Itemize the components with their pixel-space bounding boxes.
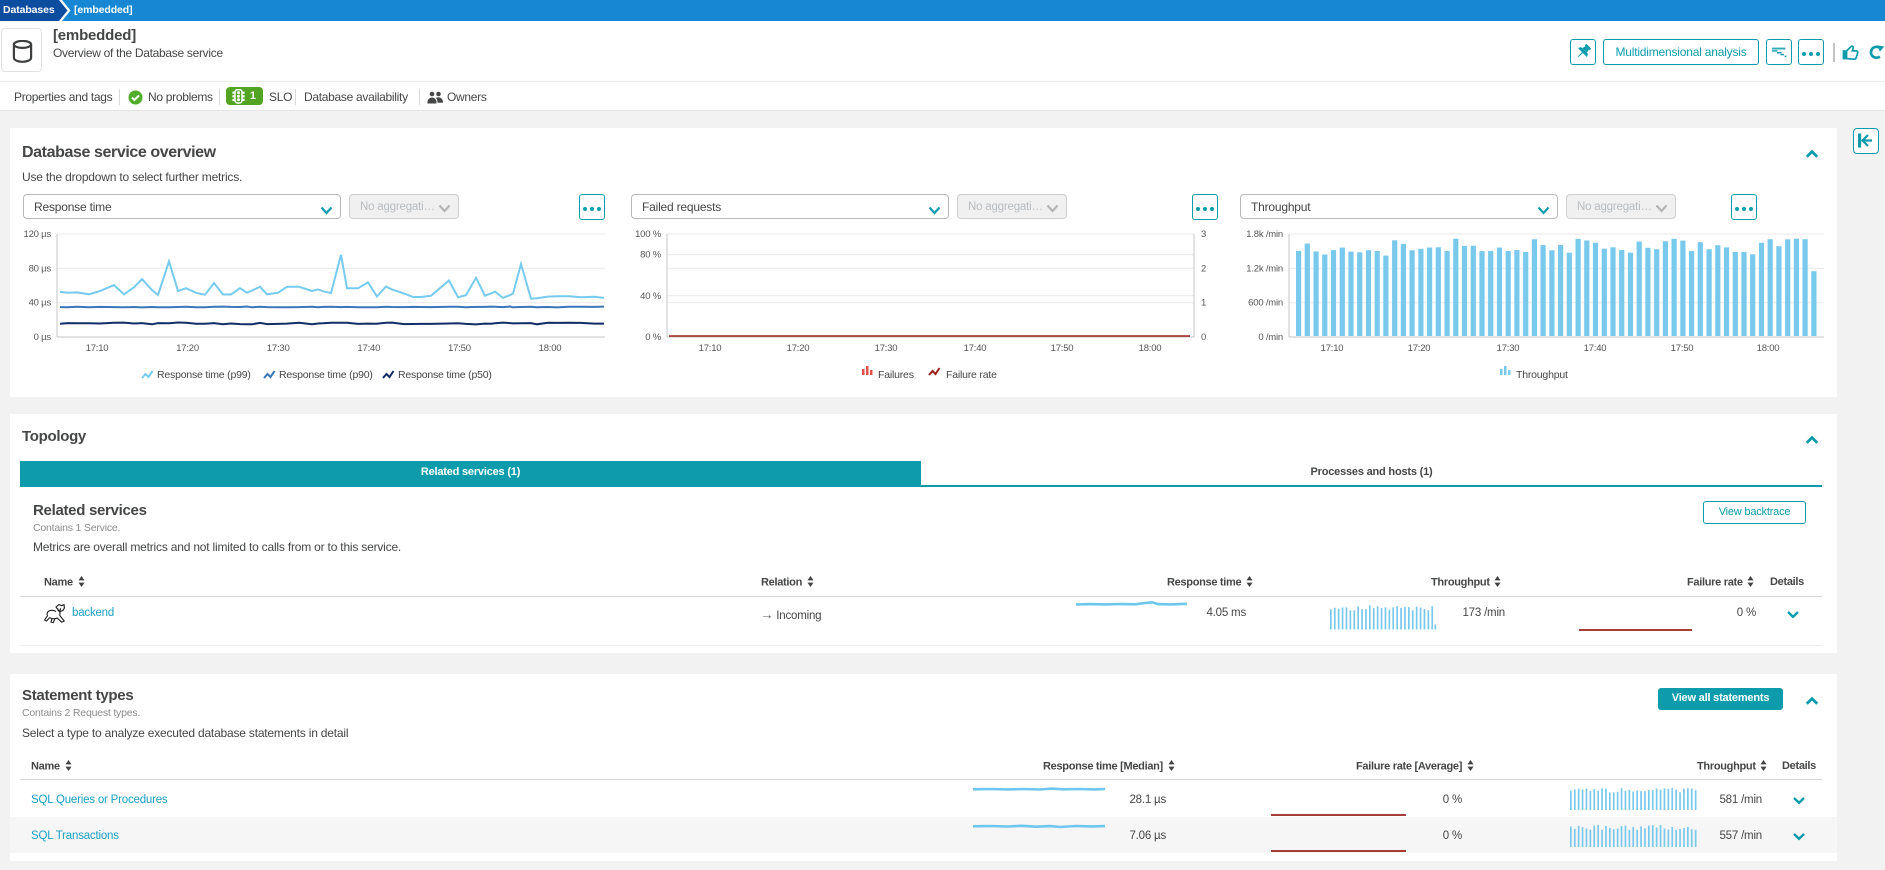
svg-text:17:50: 17:50: [448, 343, 471, 354]
svg-text:17:10: 17:10: [1321, 343, 1344, 354]
svg-text:1.2k /min: 1.2k /min: [1246, 263, 1283, 274]
svg-text:1: 1: [1201, 298, 1206, 309]
svg-text:80 µs: 80 µs: [29, 263, 52, 274]
svg-text:Failures: Failures: [878, 369, 914, 381]
svg-text:17:40: 17:40: [1584, 343, 1607, 354]
svg-text:17:50: 17:50: [1051, 343, 1074, 354]
svg-text:40 µs: 40 µs: [29, 298, 52, 309]
svg-text:17:40: 17:40: [964, 343, 987, 354]
svg-text:80 %: 80 %: [640, 250, 662, 261]
svg-text:40 %: 40 %: [640, 291, 662, 302]
svg-text:18:00: 18:00: [1757, 343, 1780, 354]
svg-text:1.8k /min: 1.8k /min: [1246, 229, 1283, 240]
svg-text:18:00: 18:00: [539, 343, 562, 354]
svg-text:17:20: 17:20: [787, 343, 810, 354]
svg-text:17:30: 17:30: [1497, 343, 1520, 354]
svg-text:17:20: 17:20: [1408, 343, 1431, 354]
svg-text:17:20: 17:20: [176, 343, 199, 354]
svg-text:100 %: 100 %: [635, 229, 662, 240]
svg-text:Response time (p99): Response time (p99): [157, 369, 251, 381]
svg-text:Failure rate: Failure rate: [946, 369, 997, 381]
svg-text:17:50: 17:50: [1671, 343, 1694, 354]
svg-text:Throughput: Throughput: [1516, 369, 1568, 381]
svg-text:Response time (p90): Response time (p90): [279, 369, 373, 381]
svg-text:0: 0: [1201, 332, 1206, 343]
svg-text:Response time (p50): Response time (p50): [398, 369, 492, 381]
svg-text:18:00: 18:00: [1139, 343, 1162, 354]
svg-text:120 µs: 120 µs: [23, 229, 51, 240]
svg-text:2: 2: [1201, 263, 1206, 274]
svg-text:0 %: 0 %: [645, 332, 662, 343]
svg-text:17:10: 17:10: [699, 343, 722, 354]
svg-text:17:30: 17:30: [875, 343, 898, 354]
svg-text:17:40: 17:40: [357, 343, 380, 354]
svg-text:0 µs: 0 µs: [34, 332, 52, 343]
svg-text:0 /min: 0 /min: [1258, 332, 1283, 343]
svg-text:17:30: 17:30: [267, 343, 290, 354]
svg-text:3: 3: [1201, 229, 1206, 240]
svg-text:17:10: 17:10: [86, 343, 109, 354]
svg-text:600 /min: 600 /min: [1248, 298, 1283, 309]
